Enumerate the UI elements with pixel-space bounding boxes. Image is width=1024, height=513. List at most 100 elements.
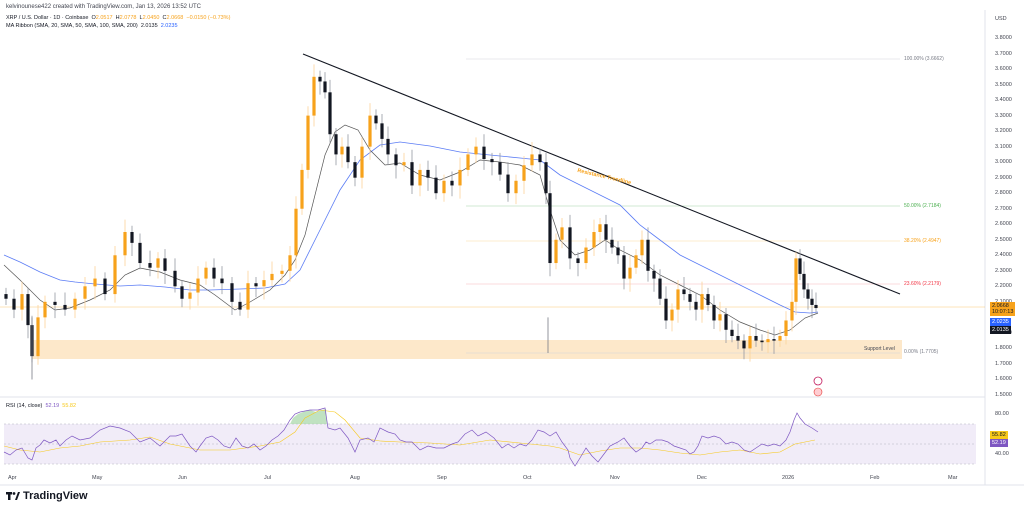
candle — [474, 146, 478, 155]
candle — [130, 232, 134, 243]
rsi-legend[interactable]: RSI (14, close) 52.19 55.82 — [6, 403, 76, 409]
candle — [724, 314, 728, 330]
fib-label-0: 0.00% (1.7705) — [904, 349, 939, 355]
price-tick: 1.8000 — [995, 345, 1012, 352]
candle — [610, 239, 614, 248]
candle — [592, 232, 596, 248]
rsi-band — [4, 424, 976, 464]
candles — [4, 64, 818, 380]
ma-ribbon-label: MA Ribbon (SMA, 20, SMA, 50, SMA, 100, S… — [6, 23, 138, 29]
candle — [664, 298, 668, 321]
support-label: Support Level — [864, 346, 895, 352]
price-tick: 3.5000 — [995, 81, 1012, 88]
candle — [784, 320, 788, 336]
candle — [712, 304, 716, 321]
candle — [180, 286, 184, 299]
candle — [810, 298, 814, 305]
price-tick: 2.6000 — [995, 221, 1012, 228]
candle — [530, 154, 534, 166]
ohlc-legend[interactable]: XRP / U.S. Dollar · 1D · Coinbase O2.051… — [6, 15, 231, 21]
candle — [798, 258, 802, 274]
candle — [294, 208, 298, 256]
sma20-line — [3, 124, 819, 336]
candle — [498, 162, 502, 175]
candle — [754, 335, 758, 341]
support-zone — [32, 340, 902, 359]
month-tick: Jun — [178, 475, 187, 481]
price-tick: 1.6000 — [995, 376, 1012, 383]
price-tick: 2.7000 — [995, 205, 1012, 212]
candle — [188, 292, 192, 299]
candle — [83, 286, 87, 299]
candle — [506, 174, 510, 194]
price-tick: 3.2000 — [995, 128, 1012, 135]
candle — [802, 273, 806, 290]
candle — [280, 270, 284, 274]
month-tick: Nov — [610, 475, 620, 481]
candle — [103, 278, 107, 295]
candle — [458, 169, 462, 186]
candle — [230, 283, 234, 302]
candle — [346, 146, 350, 163]
rsi-tick-40: 40.00 — [995, 451, 1009, 457]
candle — [246, 283, 250, 310]
ma-value-2: 2.0235 — [160, 23, 178, 29]
candle — [204, 267, 208, 279]
price-tick: 3.0000 — [995, 159, 1012, 166]
sma50-line — [3, 141, 819, 314]
change-value: −0.0150 (−0.73%) — [186, 15, 231, 21]
economic-event-icon — [813, 387, 823, 397]
candle — [63, 304, 67, 310]
rsi-label: RSI (14, close) — [6, 403, 43, 409]
ma-ribbon-legend[interactable]: MA Ribbon (SMA, 20, SMA, 50, SMA, 100, S… — [6, 22, 230, 30]
candle — [4, 294, 8, 299]
candle — [380, 123, 384, 139]
candle — [173, 270, 177, 287]
candle — [220, 278, 224, 284]
tradingview-logo[interactable]: TradingView — [6, 490, 88, 502]
month-tick: Dec — [697, 475, 707, 481]
candle — [113, 255, 117, 295]
candle — [270, 273, 274, 281]
candle — [676, 289, 680, 310]
candle — [123, 232, 127, 256]
candle — [490, 159, 494, 163]
candle — [212, 267, 216, 279]
candle — [73, 298, 77, 310]
candle — [576, 258, 580, 264]
candle — [554, 239, 558, 264]
candle — [548, 193, 552, 264]
dividend-event-icon — [813, 376, 823, 386]
candle — [402, 162, 406, 166]
candle — [730, 329, 734, 336]
candle — [334, 134, 338, 155]
candle — [466, 154, 470, 170]
close-value: 2.0668 — [166, 15, 184, 21]
candle — [138, 242, 142, 264]
price-tick: 2.1000 — [995, 299, 1012, 305]
candle — [238, 301, 242, 310]
candle — [156, 258, 160, 268]
candle — [658, 278, 662, 299]
currency-label[interactable]: USD — [995, 16, 1007, 22]
month-tick: Aug — [350, 475, 360, 481]
price-tick: 2.4000 — [995, 252, 1012, 259]
price-tick: 3.1000 — [995, 143, 1012, 150]
resistance-trendline — [302, 53, 901, 295]
candle — [778, 335, 782, 341]
candle — [328, 92, 332, 135]
candle — [442, 180, 446, 194]
candle — [694, 301, 698, 310]
candle — [538, 154, 542, 163]
candle — [12, 298, 16, 310]
candle — [418, 169, 422, 186]
fib-label-100: 100.00% (3.6662) — [904, 56, 944, 62]
candle — [760, 340, 764, 343]
rsi-line — [3, 407, 819, 467]
candle — [482, 146, 486, 160]
candle — [53, 301, 57, 305]
price-tick: 2.8000 — [995, 190, 1012, 197]
price-tick: 3.6000 — [995, 66, 1012, 73]
month-tick: Mar — [948, 475, 958, 481]
